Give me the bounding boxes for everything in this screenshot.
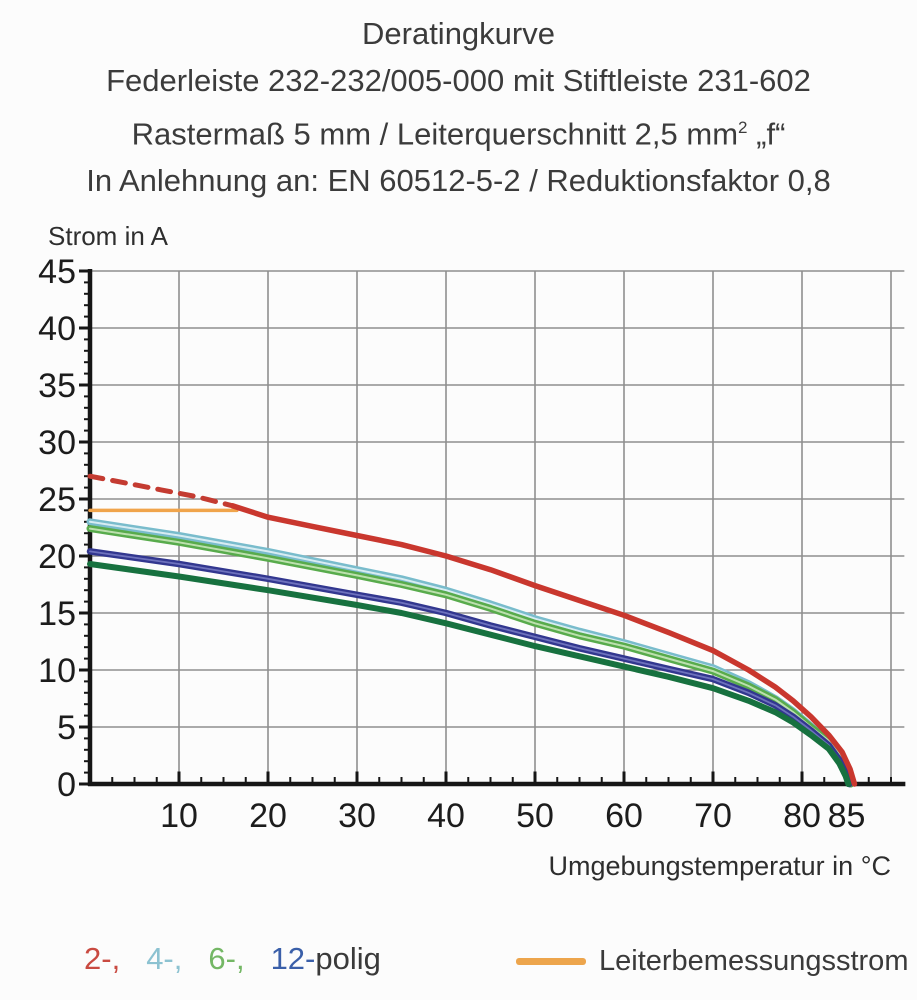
legend-rated-current-label: Leiterbemessungsstrom (599, 944, 909, 977)
curve-12-polig (86, 548, 853, 788)
x-tick-label: 40 (427, 797, 465, 835)
chart-subtitle-spec: Rastermaß 5 mm / Leiterquerschnitt 2,5 m… (131, 116, 786, 152)
x-tick-label: 80 (783, 797, 821, 835)
y-tick-label: 25 (38, 481, 76, 519)
legend-item-12: 12- (270, 941, 316, 976)
legend-item-6: 6-, (208, 941, 245, 976)
page-title: Deratingkurve (362, 16, 555, 51)
superscript-2: 2 (738, 118, 748, 137)
chart-subtitle-parts: Federleiste 232-232/005-000 mit Stiftlei… (106, 63, 811, 98)
x-tick-label: 50 (516, 797, 554, 835)
curve-2-polig (229, 503, 858, 787)
legend-item-polig: polig (315, 941, 381, 976)
y-tick-label: 10 (38, 652, 76, 690)
y-tick-label: 35 (38, 367, 76, 405)
y-tick-label: 5 (57, 709, 76, 747)
x-axis-title: Umgebungstemperatur in °C (548, 851, 891, 881)
legend-item-2: 2-, (84, 941, 121, 976)
chart-title-block: Deratingkurve Federleiste 232-232/005-00… (0, 10, 917, 204)
legend-rated-current: Leiterbemessungsstrom (516, 941, 908, 981)
y-tick-label: 30 (38, 424, 76, 462)
y-tick-label: 45 (38, 253, 76, 291)
y-axis-title: Strom in A (48, 221, 168, 251)
x-tick-label: 20 (249, 797, 287, 835)
y-tick-label: 20 (38, 538, 76, 576)
y-tick-label: 0 (57, 766, 76, 804)
curve-2-polig-dashed (87, 473, 234, 508)
curve-core-12-polig (89, 550, 851, 785)
x-tick-label: 10 (160, 797, 198, 835)
x-tick-label: 30 (338, 797, 376, 835)
x-tick-label: 60 (605, 797, 643, 835)
chart-subtitle-norm: In Anlehnung an: EN 60512-5-2 / Reduktio… (86, 163, 831, 199)
curve-dunkelgruene-kurve (87, 561, 852, 787)
x-tick-label: 70 (694, 797, 732, 835)
x-tick-label: 85 (828, 797, 866, 835)
y-tick-label: 15 (38, 595, 76, 633)
legend-item-4: 4-, (146, 941, 183, 976)
legend-pole-counts: 2-, 4-, 6-, 12-polig (84, 941, 381, 977)
orange-line-swatch (516, 957, 586, 965)
curve-core-6-polig (89, 527, 852, 785)
y-tick-label: 40 (38, 310, 76, 348)
